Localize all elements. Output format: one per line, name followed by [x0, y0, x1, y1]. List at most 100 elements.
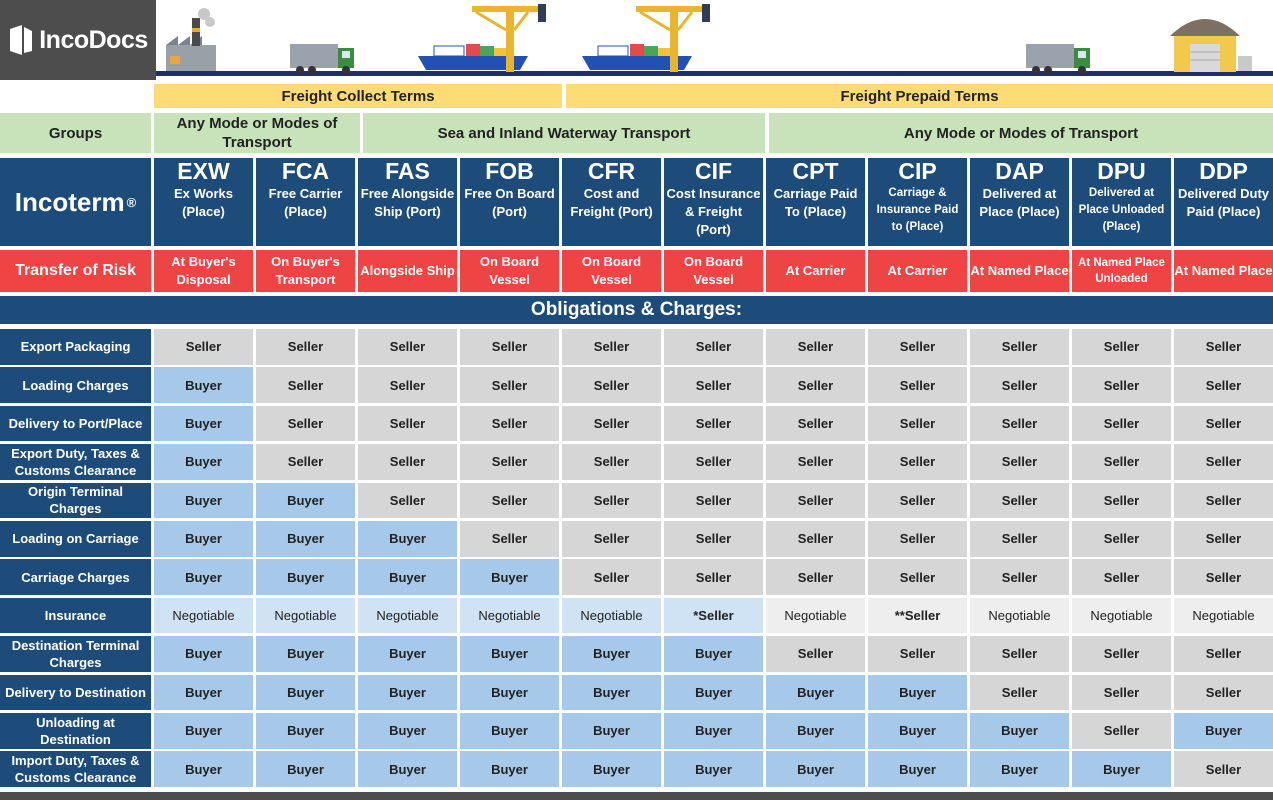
obligation-cell: Seller [460, 329, 559, 365]
obligation-cell: Buyer [664, 636, 763, 672]
obligation-cell: Seller [970, 636, 1069, 672]
obligation-cell: Buyer [1072, 751, 1171, 787]
row-label: Loading on Carriage [0, 521, 151, 557]
risk-cpt: At Carrier [766, 250, 865, 292]
obligation-cell: Buyer [664, 751, 763, 787]
incoterm-description: Delivered at Place (Place) [979, 186, 1060, 219]
obligation-cell: Seller [970, 521, 1069, 557]
obligation-cell: Seller [1072, 482, 1171, 519]
obligation-cell: Negotiable [1072, 597, 1171, 634]
obligation-cell: Buyer [154, 751, 253, 787]
obligation-cell: Seller [460, 521, 559, 557]
obligation-cell: Seller [460, 482, 559, 519]
row-label: Import Duty, Taxes & Customs Clearance [0, 751, 151, 787]
risk-fob: On Board Vessel [460, 250, 559, 292]
ship-crane-icon [418, 4, 546, 72]
incoterm-dap: DAP Delivered at Place (Place) [970, 158, 1069, 246]
obligation-cell: Buyer [664, 674, 763, 711]
obligation-cell: Buyer [460, 636, 559, 672]
risk-dpu: At Named Place Unloaded [1072, 250, 1171, 292]
obligation-cell: Seller [970, 482, 1069, 519]
obligation-cell: Seller [868, 444, 967, 480]
obligation-cell: Buyer [256, 521, 355, 557]
incoterm-description: Ex Works (Place) [173, 186, 233, 219]
obligation-cell: Seller [970, 329, 1069, 365]
obligation-cell: Buyer [154, 674, 253, 711]
obligation-cell: Seller [256, 367, 355, 403]
row-label: Unloading at Destination [0, 713, 151, 749]
obligation-cell: Buyer [460, 713, 559, 749]
incoterm-dpu: DPU Delivered at Place Unloaded (Place) [1072, 158, 1171, 246]
obligation-cell: Seller [664, 559, 763, 595]
group-any-mode-2: Any Mode or Modes of Transport [769, 113, 1273, 153]
obligation-cell: Buyer [460, 674, 559, 711]
incoterm-code: CPT [792, 158, 839, 184]
risk-fas: Alongside Ship [358, 250, 457, 292]
obligation-cell: Seller [766, 482, 865, 519]
obligation-cell: Seller [766, 521, 865, 557]
obligation-cell: Seller [460, 367, 559, 403]
obligation-cell: Seller [1174, 405, 1273, 442]
incoterm-description: Carriage & Insurance Paid to (Place) [876, 187, 959, 233]
incoterm-description: Cost and Freight (Port) [570, 186, 653, 219]
incoterm-description: Free Carrier (Place) [268, 186, 343, 219]
obligation-cell: Seller [1174, 674, 1273, 711]
freight-prepaid-terms: Freight Prepaid Terms [566, 84, 1273, 108]
obligation-cell: Buyer [154, 636, 253, 672]
incoterm-label-text: Incoterm [14, 186, 125, 217]
risk-fca: On Buyer's Transport [256, 250, 355, 292]
obligation-cell: Seller [868, 405, 967, 442]
row-label: Destination Terminal Charges [0, 636, 151, 672]
obligation-cell: Buyer [664, 713, 763, 749]
obligation-cell: Seller [460, 444, 559, 480]
obligation-cell: Negotiable [766, 597, 865, 634]
incoterm-description: Free Alongside Ship (Port) [360, 186, 455, 219]
obligation-cell: Seller [1174, 482, 1273, 519]
incodocs-logo-icon [10, 25, 33, 55]
obligation-cell: Buyer [256, 482, 355, 519]
obligation-cell: Seller [766, 444, 865, 480]
obligation-cell: Seller [868, 329, 967, 365]
obligation-cell: Buyer [256, 674, 355, 711]
obligation-cell: Seller [256, 405, 355, 442]
freight-collect-terms: Freight Collect Terms [154, 84, 562, 108]
incoterm-description: Delivered at Place Unloaded (Place) [1078, 187, 1165, 233]
incoterm-code: DAP [995, 158, 1044, 184]
obligation-cell: Seller [1174, 751, 1273, 787]
obligation-cell: Seller [970, 674, 1069, 711]
incoterm-label: Incoterm ® [0, 158, 151, 246]
obligation-cell: Seller [868, 482, 967, 519]
incoterm-fob: FOB Free On Board (Port) [460, 158, 559, 246]
obligation-cell: Seller [970, 405, 1069, 442]
obligation-cell: Seller [1174, 559, 1273, 595]
obligation-cell: Seller [970, 559, 1069, 595]
obligation-cell: Buyer [358, 521, 457, 557]
obligation-cell: Seller [766, 405, 865, 442]
ship-crane-icon-2 [582, 4, 710, 72]
bottom-bar [0, 792, 1273, 800]
obligation-cell: Seller [970, 367, 1069, 403]
obligation-cell: Seller [868, 559, 967, 595]
obligation-cell: Buyer [154, 444, 253, 480]
obligation-cell: Seller [358, 405, 457, 442]
incoterm-cif: CIF Cost Insurance & Freight (Port) [664, 158, 763, 246]
obligation-cell: Buyer [154, 482, 253, 519]
obligation-cell: Negotiable [154, 597, 253, 634]
obligation-cell: Seller [358, 444, 457, 480]
obligation-cell: Seller [868, 521, 967, 557]
obligation-cell: Seller [1174, 521, 1273, 557]
incoterm-fas: FAS Free Alongside Ship (Port) [358, 158, 457, 246]
obligation-cell: Buyer [154, 713, 253, 749]
obligation-cell: Buyer [358, 636, 457, 672]
obligations-title: Obligations & Charges: [0, 296, 1273, 324]
row-label: Delivery to Port/Place [0, 405, 151, 442]
brand-name: IncoDocs [39, 25, 148, 54]
obligation-cell: Buyer [256, 559, 355, 595]
obligation-cell: Buyer [562, 636, 661, 672]
obligation-cell: Seller [664, 482, 763, 519]
incoterm-description: Cost Insurance & Freight (Port) [666, 186, 761, 237]
incoterm-code: FCA [281, 158, 330, 184]
obligation-cell: Seller [664, 521, 763, 557]
obligation-cell: Negotiable [256, 597, 355, 634]
row-label: Export Duty, Taxes & Customs Clearance [0, 444, 151, 480]
